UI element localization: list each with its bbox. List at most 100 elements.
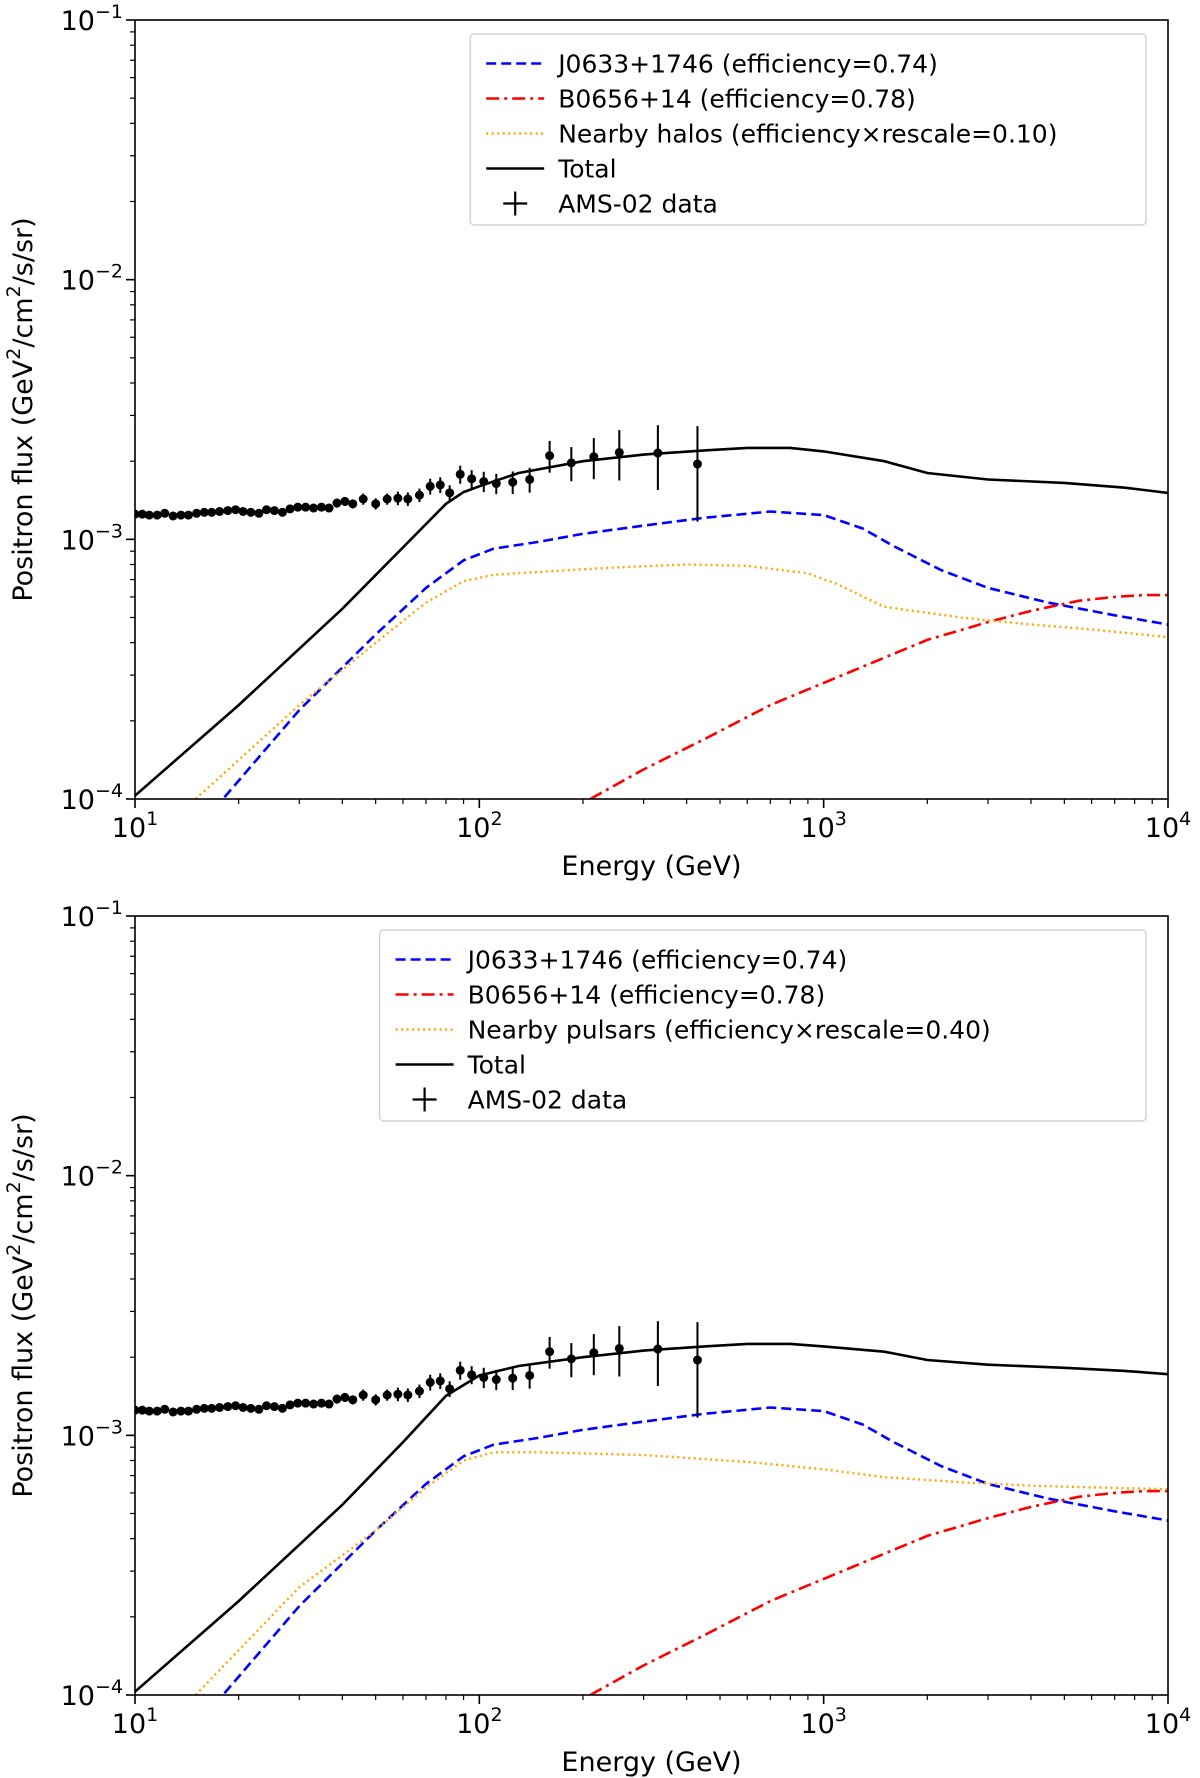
legend-box (469, 33, 1147, 226)
data-point (358, 1390, 368, 1400)
data-point (371, 1395, 381, 1405)
data-point (491, 1375, 501, 1385)
data-point (479, 1373, 489, 1383)
data-point (566, 458, 576, 468)
data-point (692, 459, 702, 469)
data-point (332, 1394, 342, 1404)
data-point (614, 1343, 624, 1353)
data-point (176, 510, 186, 520)
data-point (340, 1392, 350, 1402)
x-tick-label-base: 10 (1145, 813, 1179, 844)
data-point (192, 508, 202, 518)
y-axis-label-suffix: /s/sr) (8, 1113, 39, 1181)
data-point (269, 506, 279, 516)
data-point (455, 1365, 465, 1375)
x-tick-label-exponent: 1 (146, 808, 158, 830)
data-point (348, 499, 358, 509)
y-axis-label-sup2: 2 (3, 1181, 25, 1193)
legend-label-ams: AMS-02 data (558, 190, 718, 219)
legend-label-j0633: J0633+1746 (efficiency=0.74) (466, 946, 848, 975)
data-point (403, 1390, 413, 1400)
y-tick-label-exponent: −2 (95, 1157, 123, 1179)
x-axis-label: Energy (GeV) (561, 851, 741, 882)
data-point (435, 1376, 445, 1386)
y-axis-label: Positron flux (GeV2/cm2/s/sr) (3, 1113, 39, 1497)
x-tick-label: 101 (112, 808, 158, 844)
data-point (262, 505, 272, 515)
y-tick-label-exponent: −1 (95, 1, 123, 23)
x-tick-label-exponent: 2 (490, 808, 502, 830)
x-tick-label-base: 10 (112, 1709, 146, 1740)
data-point (207, 507, 217, 517)
y-axis-label-mid: /cm (8, 297, 39, 347)
data-point (467, 1370, 477, 1380)
plot-area (135, 425, 1168, 799)
data-point (309, 1399, 319, 1409)
y-tick-label: 10−4 (61, 1676, 123, 1712)
y-tick-label-exponent: −3 (95, 520, 123, 542)
x-tick-label-exponent: 3 (835, 1704, 847, 1726)
data-point (525, 474, 535, 484)
legend-label-b0656: B0656+14 (efficiency=0.78) (558, 85, 916, 114)
axes-frame (134, 915, 1169, 1696)
legend-label-ams: AMS-02 data (468, 1086, 628, 1115)
y-axis-label-prefix: Positron flux (GeV (8, 359, 39, 601)
data-point (348, 1395, 358, 1405)
data-point (137, 509, 147, 519)
legend-label-nearby: Nearby halos (efficiency×rescale=0.10) (558, 120, 1057, 149)
data-point (246, 507, 256, 517)
legend-label-j0633: J0633+1746 (efficiency=0.74) (556, 50, 938, 79)
x-tick-label: 103 (800, 808, 846, 844)
y-tick-label-exponent: −3 (95, 1416, 123, 1438)
y-tick-label-base: 10 (61, 1681, 95, 1712)
y-tick-label: 10−2 (61, 261, 123, 297)
data-point (215, 1402, 225, 1412)
data-point (414, 1386, 424, 1396)
x-tick-label-exponent: 4 (1179, 1704, 1191, 1726)
x-tick-label-base: 10 (800, 1709, 834, 1740)
legend-label-b0656: B0656+14 (efficiency=0.78) (468, 981, 826, 1010)
series-line-b0656 (589, 593, 1168, 799)
y-tick-label-base: 10 (61, 1162, 95, 1193)
data-point (653, 448, 663, 458)
y-tick-label: 10−4 (61, 780, 123, 816)
data-point (144, 1406, 154, 1416)
series-line-nearby (194, 563, 1168, 799)
x-tick-label: 101 (112, 1704, 158, 1740)
data-point (231, 505, 241, 515)
x-tick-label-exponent: 1 (146, 1704, 158, 1726)
data-point (238, 1402, 248, 1412)
data-point (467, 474, 477, 484)
y-tick-label: 10−2 (61, 1157, 123, 1193)
data-point (445, 1384, 455, 1394)
y-tick-label-base: 10 (61, 6, 95, 37)
data-point (262, 1401, 272, 1411)
y-axis-label-sup1: 2 (3, 348, 25, 360)
plot-area (135, 1321, 1168, 1695)
x-tick-label: 103 (800, 1704, 846, 1740)
data-point (692, 1355, 702, 1365)
x-tick-label-base: 10 (1145, 1709, 1179, 1740)
data-point (301, 502, 311, 512)
data-point (160, 508, 170, 518)
data-point (269, 1402, 279, 1412)
data-point (425, 1377, 435, 1387)
y-tick-label-exponent: −1 (95, 897, 123, 919)
data-point (316, 1398, 326, 1408)
data-point (238, 506, 248, 516)
x-axis-label: Energy (GeV) (561, 1747, 741, 1778)
y-tick-label: 10−1 (61, 1, 123, 37)
y-axis-label: Positron flux (GeV2/cm2/s/sr) (3, 217, 39, 601)
data-point (144, 510, 154, 520)
data-point (371, 499, 381, 509)
data-point (508, 1373, 518, 1383)
data-point (403, 494, 413, 504)
y-tick-label: 10−3 (61, 520, 123, 556)
data-point (254, 1404, 264, 1414)
y-axis-label-mid: /cm (8, 1193, 39, 1243)
y-tick-label-base: 10 (61, 525, 95, 556)
data-point (285, 1400, 295, 1410)
x-tick-label-exponent: 4 (1179, 808, 1191, 830)
